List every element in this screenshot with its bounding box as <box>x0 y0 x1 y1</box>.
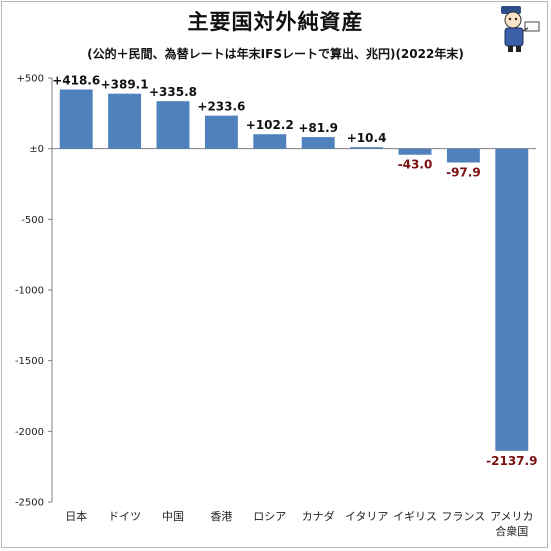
chart-title: 主要国対外純資産 <box>187 10 364 34</box>
bar <box>253 134 287 149</box>
data-label: +81.9 <box>298 121 338 135</box>
x-tick-label: 香港 <box>210 510 232 523</box>
bar <box>156 101 190 149</box>
x-tick-label: イタリア <box>345 510 389 523</box>
data-label: +389.1 <box>101 78 149 92</box>
bar <box>301 137 335 149</box>
x-tick-label: カナダ <box>302 509 335 523</box>
data-label: -97.9 <box>446 166 481 180</box>
bar <box>204 115 238 149</box>
data-label: +418.6 <box>52 74 100 88</box>
bar <box>108 93 142 149</box>
x-tick-label: フランス <box>442 510 486 523</box>
y-tick-label: -1500 <box>15 356 44 367</box>
bar <box>398 148 432 155</box>
x-tick-label: イギリス <box>393 510 437 523</box>
bar <box>495 148 529 451</box>
data-label: +335.8 <box>149 85 197 99</box>
mascot-icon <box>501 6 540 52</box>
data-label: +233.6 <box>197 100 245 114</box>
y-tick-label: -500 <box>21 215 44 226</box>
data-label: -43.0 <box>398 158 433 172</box>
x-tick-label: ドイツ <box>108 510 141 523</box>
y-tick-label: -2500 <box>15 498 44 509</box>
data-label: +102.2 <box>246 118 294 132</box>
y-tick-label: +500 <box>17 74 44 85</box>
y-tick-label: ±0 <box>29 144 44 155</box>
bar <box>350 147 384 149</box>
data-label: -2137.9 <box>486 454 537 468</box>
data-label: +10.4 <box>347 131 387 145</box>
y-tick-label: -1000 <box>15 286 44 297</box>
x-tick-label: 日本 <box>65 509 87 523</box>
x-tick-label: アメリカ合衆国 <box>490 510 533 538</box>
x-tick-label: ロシア <box>253 510 286 523</box>
bar <box>59 89 93 149</box>
bar <box>446 148 480 163</box>
chart-subtitle: (公的＋民間、為替レートは年末IFSレートで算出、兆円)(2022年末) <box>87 47 464 61</box>
y-tick-label: -2000 <box>15 427 44 438</box>
x-tick-label: 中国 <box>162 510 184 523</box>
